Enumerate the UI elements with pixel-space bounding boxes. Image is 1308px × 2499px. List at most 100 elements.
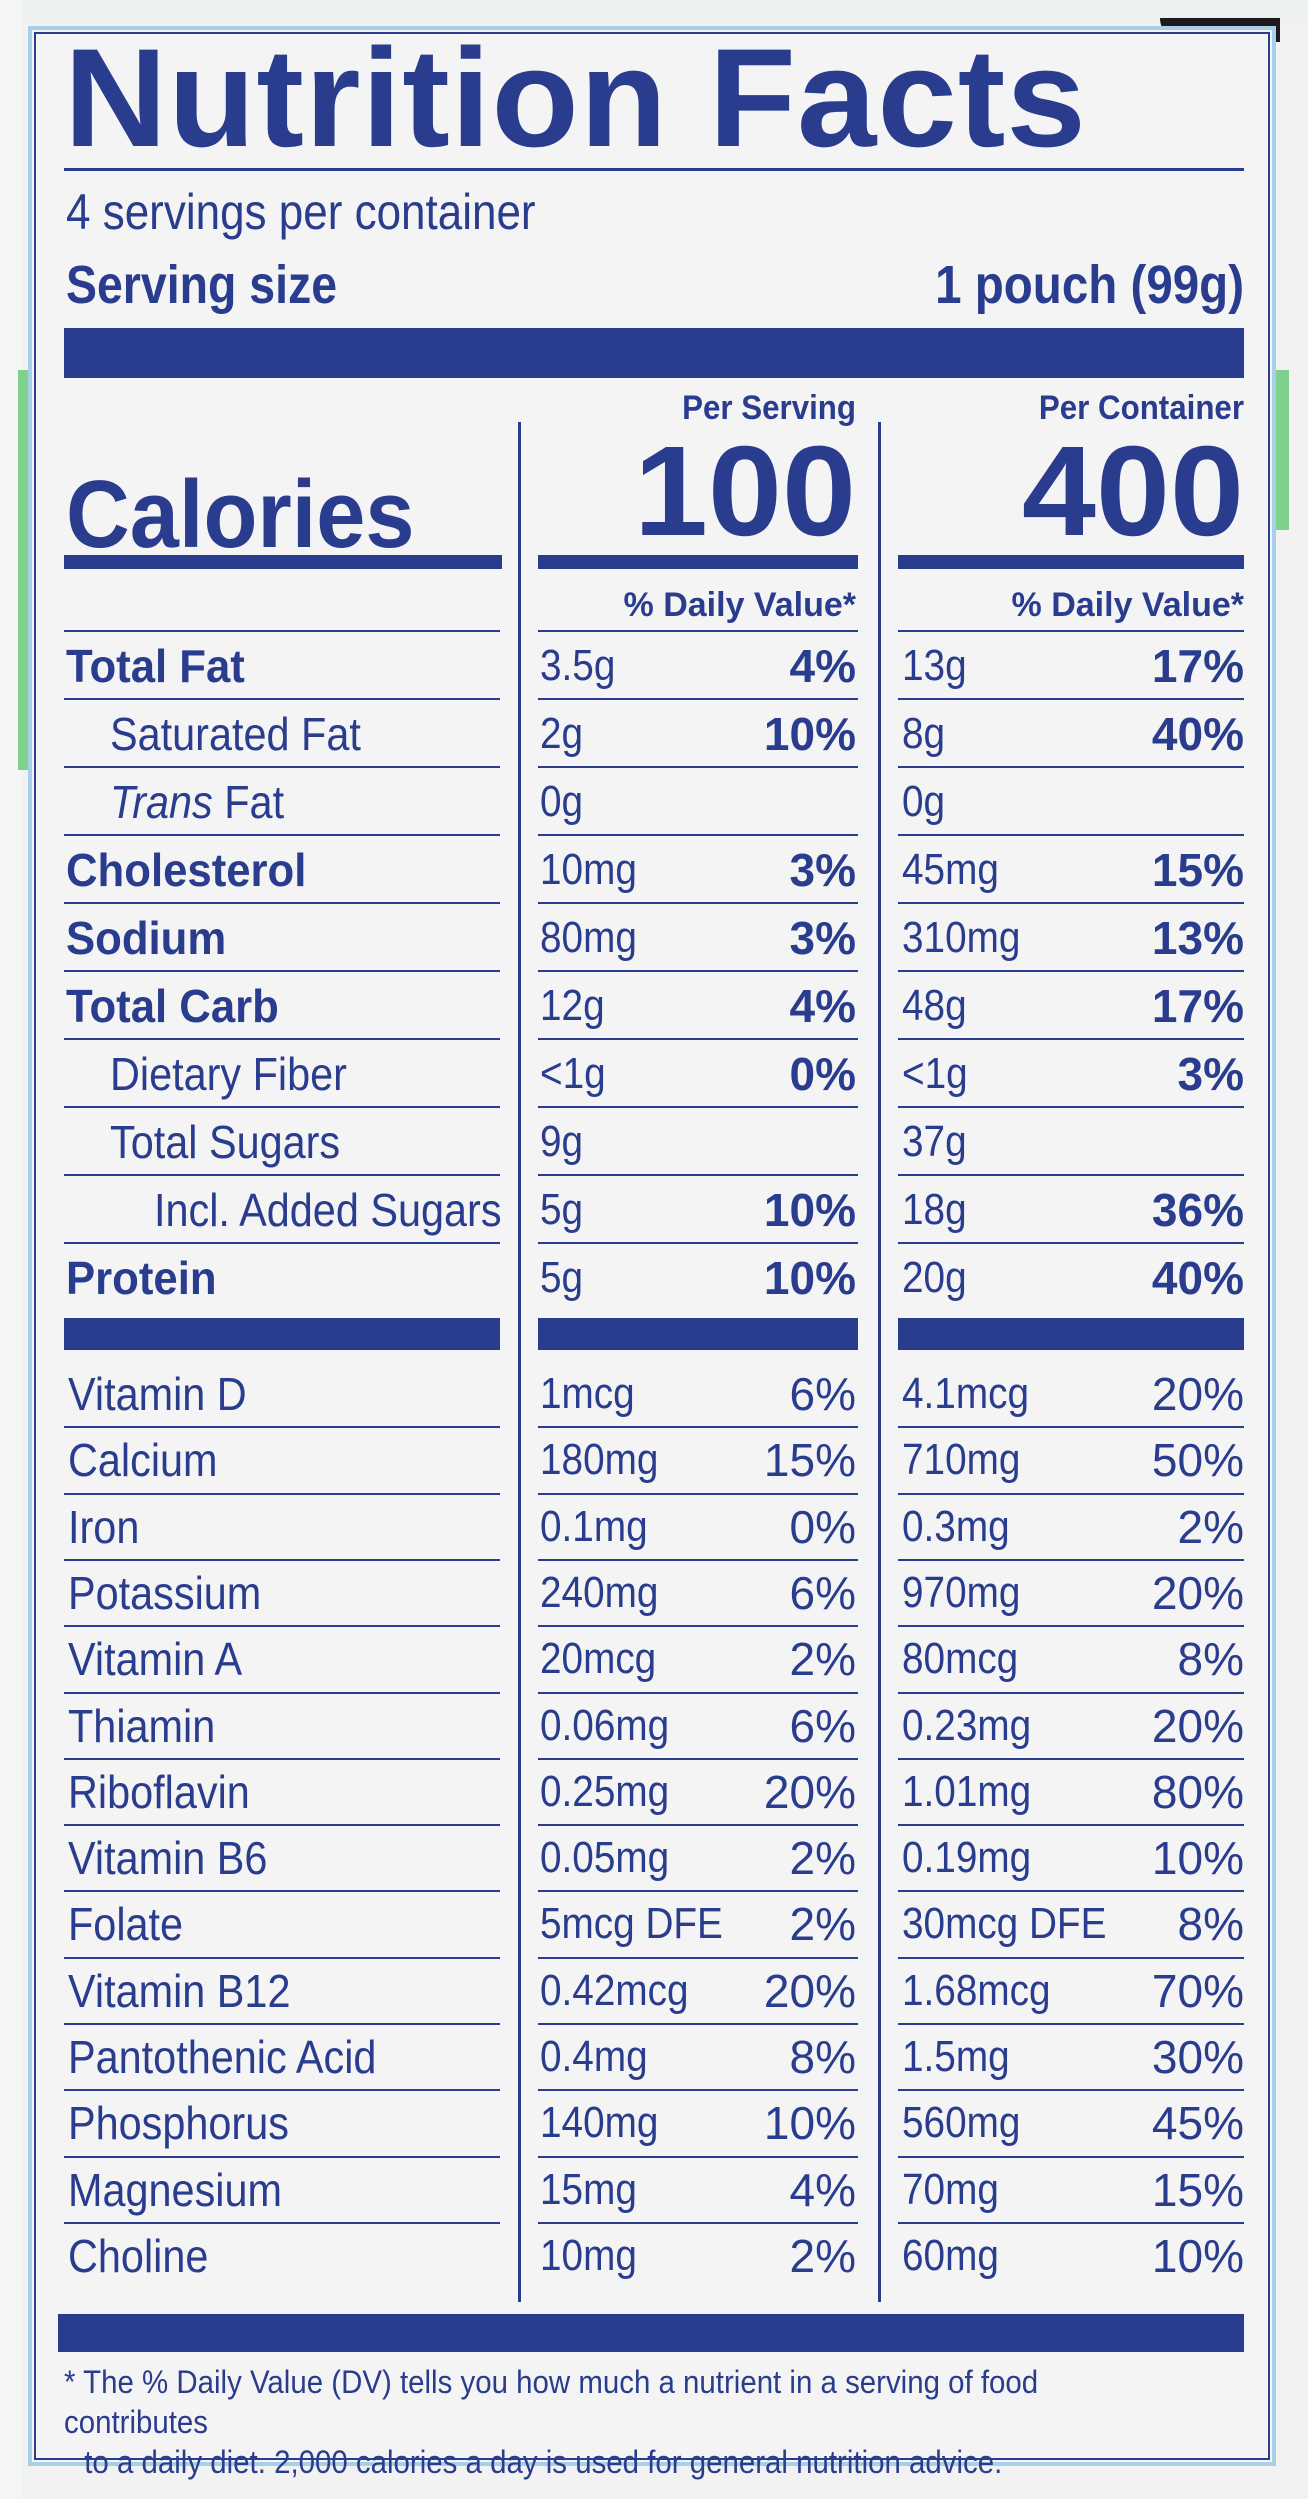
row-divider — [538, 698, 858, 700]
container-amount: 80mcg — [902, 1634, 1019, 1684]
row-divider — [538, 2023, 858, 2025]
row-divider — [64, 1174, 500, 1176]
row-divider — [898, 1242, 1244, 1244]
container-amount: 8g — [902, 709, 946, 758]
row-divider — [64, 1956, 500, 1959]
serving-amount: <1g — [540, 1049, 606, 1098]
row-divider — [538, 630, 858, 632]
nutrient-name: Phosphorus — [68, 2097, 289, 2150]
container-daily-value: 2% — [1177, 1500, 1244, 1553]
nutrient-name: Dietary Fiber — [110, 1048, 347, 1100]
serving-amount: 240mg — [540, 1567, 659, 1617]
container-amount: 20g — [902, 1253, 967, 1302]
nutrient-name: Protein — [66, 1252, 217, 1304]
daily-value-header-container: % Daily Value* — [1011, 586, 1244, 624]
container-amount: 0g — [902, 777, 946, 826]
row-divider — [538, 766, 858, 768]
nutrient-name: Choline — [68, 2229, 209, 2282]
container-amount: 710mg — [902, 1435, 1021, 1485]
container-daily-value: 8% — [1177, 1898, 1244, 1951]
row-divider — [538, 2089, 858, 2092]
thick-rule-micros-serving — [538, 1318, 858, 1350]
serving-amount: 10mg — [540, 845, 637, 894]
container-amount: 1.5mg — [902, 2032, 1010, 2081]
row-divider — [898, 2155, 1244, 2158]
row-divider — [64, 1242, 500, 1244]
row-divider — [898, 1691, 1244, 1694]
nutrient-name: Vitamin B12 — [68, 1964, 291, 2017]
serving-amount: 0g — [540, 777, 584, 826]
thick-rule-micros-container — [898, 1318, 1244, 1350]
row-divider — [538, 1038, 858, 1040]
row-divider — [898, 1174, 1244, 1176]
container-daily-value: 10% — [1151, 2229, 1244, 2282]
container-amount: 60mg — [902, 2230, 999, 2280]
container-amount: 18g — [902, 1185, 967, 1234]
row-divider — [898, 1757, 1244, 1760]
serving-amount: 5g — [540, 1253, 584, 1302]
row-divider — [898, 1492, 1244, 1495]
nutrient-name: Trans Fat — [110, 776, 285, 828]
nutrient-name: Vitamin D — [68, 1368, 247, 1420]
container-amount: 970mg — [902, 1567, 1021, 1617]
serving-size-label: Serving size — [66, 255, 338, 315]
row-divider — [538, 2221, 858, 2224]
serving-amount: 3.5g — [540, 641, 616, 690]
container-amount: 1.01mg — [902, 1766, 1032, 1816]
nutrient-name: Magnesium — [68, 2163, 283, 2216]
per-container-header: Per Container — [1038, 389, 1244, 427]
calories-per-container: 400 — [1021, 420, 1244, 563]
label-title: Nutrition Facts — [64, 19, 1087, 176]
container-daily-value: 17% — [1151, 640, 1244, 692]
row-divider — [64, 2155, 500, 2158]
serving-daily-value: 10% — [763, 1184, 856, 1236]
row-divider — [538, 1890, 858, 1893]
container-amount: <1g — [902, 1049, 968, 1098]
serving-daily-value: 2% — [789, 1633, 856, 1686]
serving-daily-value: 3% — [789, 844, 856, 896]
calories-per-serving: 100 — [633, 420, 856, 563]
calories-rule-name — [64, 555, 502, 569]
container-amount: 30mcg DFE — [902, 1899, 1107, 1949]
serving-daily-value: 10% — [763, 2097, 856, 2150]
serving-amount: 80mg — [540, 913, 637, 962]
row-divider — [538, 1625, 858, 1628]
row-divider — [538, 1691, 858, 1694]
nutrition-label-panel — [28, 26, 1276, 2466]
container-daily-value: 15% — [1151, 844, 1244, 896]
row-divider — [898, 902, 1244, 904]
row-divider — [538, 1106, 858, 1108]
serving-amount: 12g — [540, 981, 605, 1030]
container-amount: 13g — [902, 641, 967, 690]
container-daily-value: 20% — [1151, 1368, 1244, 1420]
container-daily-value: 15% — [1151, 2163, 1244, 2216]
serving-daily-value: 10% — [763, 1252, 856, 1304]
serving-amount: 0.25mg — [540, 1766, 670, 1816]
container-amount: 310mg — [902, 913, 1021, 962]
container-amount: 37g — [902, 1117, 967, 1166]
serving-amount: 140mg — [540, 2098, 659, 2148]
nutrient-name: Total Sugars — [110, 1116, 341, 1168]
serving-daily-value: 4% — [789, 640, 856, 692]
row-divider — [64, 698, 500, 700]
container-daily-value: 30% — [1151, 2031, 1244, 2083]
row-divider — [64, 1492, 500, 1495]
serving-daily-value: 2% — [789, 1898, 856, 1951]
row-divider — [64, 766, 500, 768]
serving-daily-value: 10% — [763, 708, 856, 760]
row-divider — [898, 1956, 1244, 1959]
container-daily-value: 3% — [1177, 1048, 1244, 1100]
nutrient-name: Incl. Added Sugars — [154, 1184, 502, 1236]
container-daily-value: 20% — [1151, 1699, 1244, 1752]
column-divider-2 — [878, 422, 881, 2302]
row-divider — [64, 1426, 500, 1429]
row-divider — [898, 1106, 1244, 1108]
thick-rule-micros-name — [64, 1318, 500, 1350]
container-daily-value: 45% — [1151, 2097, 1244, 2150]
serving-daily-value: 2% — [789, 2229, 856, 2282]
container-daily-value: 13% — [1151, 912, 1244, 964]
row-divider — [898, 2221, 1244, 2224]
serving-amount: 1mcg — [540, 1369, 635, 1418]
container-daily-value: 10% — [1151, 1832, 1244, 1885]
serving-amount: 10mg — [540, 2230, 637, 2280]
